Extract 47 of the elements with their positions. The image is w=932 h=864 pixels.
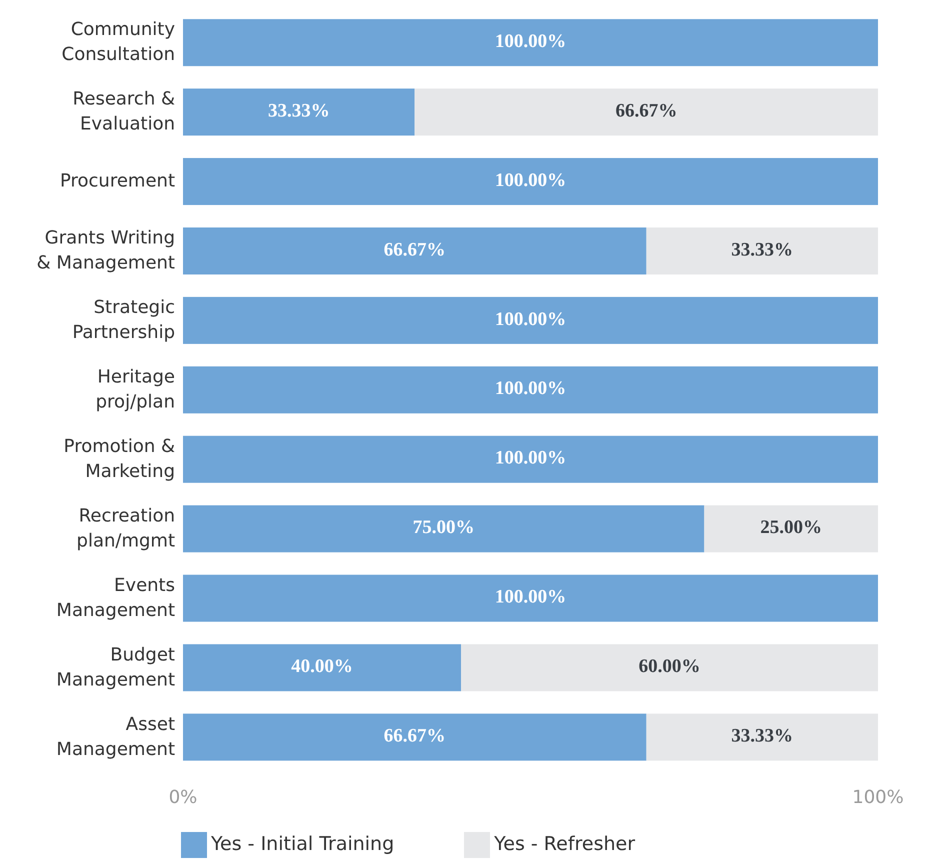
y-tick-label: Recreation plan/mgmt [76, 505, 175, 552]
data-label: 100.00% [494, 308, 566, 330]
data-label: 66.67% [615, 100, 678, 122]
data-label: 60.00% [638, 656, 700, 678]
bar [183, 574, 878, 622]
data-label: 40.00% [291, 656, 353, 678]
data-label: 100.00% [494, 30, 566, 52]
legend-label: Yes - Initial Training [210, 833, 394, 856]
bar [183, 296, 878, 344]
bar [183, 714, 646, 761]
y-tick-label: Events Management [56, 574, 175, 621]
bar [414, 88, 878, 136]
legend-label: Yes - Refresher [494, 833, 636, 856]
bar [461, 644, 878, 692]
y-tick-label: Research & Evaluation [72, 88, 175, 135]
y-tick-label: Grants Writing & Management [36, 228, 175, 274]
bar [183, 88, 415, 136]
data-label: 100.00% [494, 378, 566, 400]
bar [183, 436, 878, 483]
bar [646, 714, 878, 761]
data-label: 100.00% [494, 170, 566, 191]
bar [646, 227, 878, 274]
y-tick-label: Asset Management [56, 714, 175, 760]
data-label: 100.00% [494, 448, 566, 469]
y-tick-label: Procurement [60, 170, 175, 192]
x-tick-label: 0% [168, 786, 198, 808]
x-tick-label: 100% [852, 786, 904, 808]
bar [183, 158, 878, 206]
bar [183, 366, 878, 414]
y-tick-label: Community Consultation [62, 19, 176, 66]
data-label: 33.33% [268, 100, 330, 122]
bar [183, 505, 704, 552]
y-tick-label: Heritage proj/plan [96, 366, 175, 412]
data-label: 75.00% [412, 517, 474, 538]
bar [183, 644, 461, 692]
y-tick-label: Budget Management [56, 644, 175, 690]
data-label: 33.33% [731, 239, 794, 260]
data-label: 25.00% [760, 517, 822, 538]
data-label: 66.67% [384, 239, 446, 260]
data-label: 66.67% [384, 726, 446, 747]
y-tick-label: Strategic Partnership [72, 296, 175, 343]
data-label: 100.00% [494, 586, 566, 608]
y-tick-label: Promotion & Marketing [64, 436, 175, 482]
bar [183, 227, 646, 274]
bar [183, 19, 878, 66]
data-label: 33.33% [731, 726, 794, 747]
bar [704, 505, 878, 552]
